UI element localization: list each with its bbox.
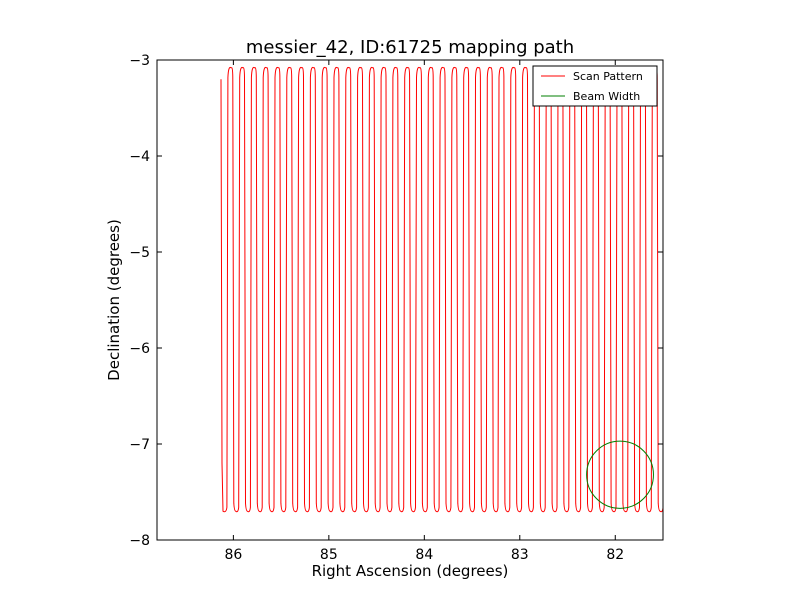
plot-frame	[156, 59, 664, 541]
y-tick-label: −8	[129, 533, 150, 549]
x-tick-label: 83	[511, 547, 529, 563]
legend: Scan Pattern Beam Width	[532, 65, 658, 107]
legend-box	[532, 65, 658, 107]
x-tick-label: 85	[320, 547, 338, 563]
x-tick-label: 86	[224, 547, 242, 563]
x-tick-label: 84	[415, 547, 433, 563]
plot-area	[220, 66, 663, 513]
x-axis: 86 85 84 83 82	[224, 60, 624, 563]
x-axis-label: Right Ascension (degrees)	[312, 562, 509, 580]
y-tick-label: −6	[129, 341, 150, 357]
x-tick-label: 82	[606, 547, 624, 563]
y-tick-label: −5	[129, 245, 150, 261]
legend-label-scan-pattern: Scan Pattern	[573, 70, 643, 83]
y-axis: −3 −4 −5 −6 −7 −8	[129, 53, 663, 549]
y-tick-label: −3	[129, 53, 150, 69]
y-tick-label: −4	[129, 149, 150, 165]
beam-width-circle	[586, 440, 654, 509]
y-axis-label: Declination (degrees)	[105, 219, 123, 381]
legend-label-beam-width: Beam Width	[573, 90, 640, 103]
chart-title: messier_42, ID:61725 mapping path	[246, 37, 574, 58]
y-tick-label: −7	[129, 437, 150, 453]
